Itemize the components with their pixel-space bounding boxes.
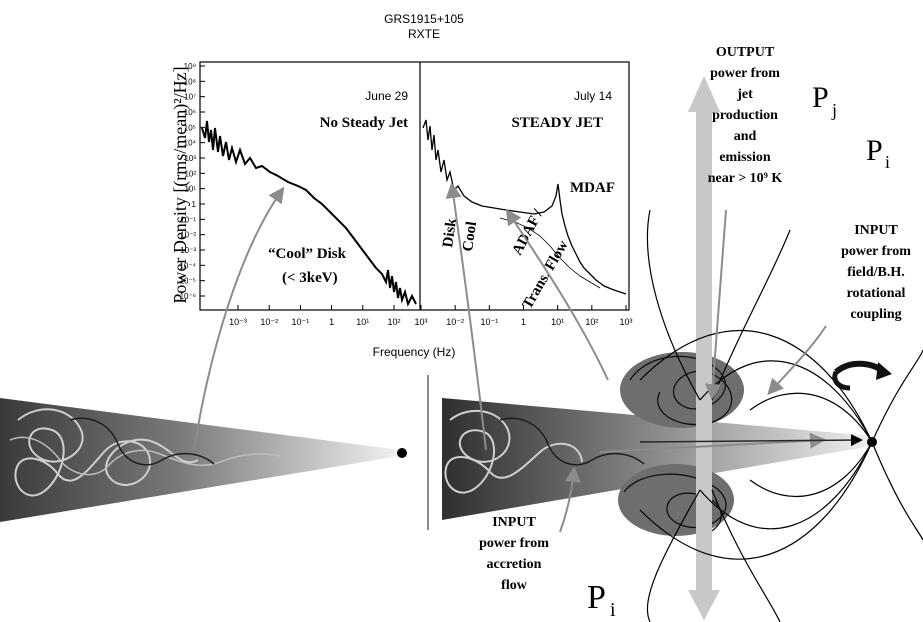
magnetic-field-lines xyxy=(639,209,923,622)
input-field-line: field/B.H. xyxy=(847,265,905,280)
left-power-spectrum-curve xyxy=(201,120,417,307)
input-accretion-line: flow xyxy=(501,578,528,593)
x-tick-label: 10⁻² xyxy=(260,317,278,327)
pi-top-symbol: P i xyxy=(866,134,890,172)
right-heading: STEADY JET xyxy=(511,115,603,131)
input-field-annotation: INPUT power from field/B.H. rotational coupl… xyxy=(841,223,911,322)
svg-text:P: P xyxy=(866,134,883,167)
input-accretion-line: accretion xyxy=(487,557,542,572)
right-black-hole xyxy=(867,437,877,447)
input-field-line: coupling xyxy=(850,307,901,322)
x-tick-label: 10³ xyxy=(619,317,632,327)
x-tick-label: 10² xyxy=(585,317,598,327)
right-power-spectrum-curve xyxy=(422,119,627,295)
x-axis-label: Frequency (Hz) xyxy=(373,345,456,359)
x-tick-label: 10⁻¹ xyxy=(292,317,310,327)
y-tick-label: 10⁹ xyxy=(184,62,196,71)
x-tick-label: 1 xyxy=(521,317,526,327)
left-black-hole xyxy=(397,448,407,458)
pi-bottom-symbol: P i xyxy=(587,579,616,621)
output-line: production xyxy=(712,108,778,123)
disk-label: Disk xyxy=(440,217,460,249)
output-line: power from xyxy=(710,66,780,81)
y-tick-label: 10⁻⁵ xyxy=(180,277,196,286)
x-tick-label: 10¹ xyxy=(356,317,369,327)
cool-label: Cool xyxy=(460,221,480,253)
input-accretion-line: INPUT xyxy=(492,515,536,530)
output-line: emission xyxy=(719,150,771,165)
x-tick-label: 10⁻³ xyxy=(229,317,247,327)
y-tick-label: 1 xyxy=(192,200,197,209)
y-tick-label: 10⁸ xyxy=(184,77,196,86)
left-heading: No Steady Jet xyxy=(320,115,408,131)
y-tick-label: 10⁻⁴ xyxy=(179,261,196,270)
y-tick-label: 10⁵ xyxy=(184,123,196,132)
right-date: July 14 xyxy=(574,89,612,103)
y-axis-label: Power Density [(rms/mean)²/Hz] xyxy=(170,66,191,303)
mdaf-label: MDAF xyxy=(570,180,615,196)
cool-disk-energy-label: (< 3keV) xyxy=(282,270,338,286)
x-tick-label: 10¹ xyxy=(551,317,564,327)
left-date: June 29 xyxy=(365,89,408,103)
x-axis-ticks-left: 10⁻³ 10⁻² 10⁻¹ 1 10¹ 10² xyxy=(229,305,401,327)
jet-arrow-up xyxy=(688,76,720,462)
right-accretion-disk xyxy=(442,398,872,520)
output-line: jet xyxy=(736,87,753,102)
svg-text:P: P xyxy=(812,81,829,114)
x-tick-label: 10³ xyxy=(414,317,427,327)
jet-arrow-down xyxy=(688,462,720,620)
y-tick-label: 10¹ xyxy=(184,185,196,194)
y-tick-label: 10⁻³ xyxy=(180,246,196,255)
output-line: near > 10⁹ K xyxy=(708,171,783,186)
output-line: OUTPUT xyxy=(716,45,775,60)
x-axis-ticks-right: 10³ 10⁻² 10⁻¹ 1 10¹ 10² 10³ xyxy=(414,305,633,327)
x-tick-label: 1 xyxy=(329,317,334,327)
figure-title: GRS1915+105 xyxy=(384,12,464,26)
y-tick-label: 10² xyxy=(184,169,196,178)
rotation-arrow-icon xyxy=(832,360,892,391)
y-tick-label: 10³ xyxy=(184,154,196,163)
input-field-line: power from xyxy=(841,244,911,259)
right-lower-curve xyxy=(499,217,601,289)
output-line: and xyxy=(734,129,757,144)
input-field-line: rotational xyxy=(847,286,906,301)
input-field-line: INPUT xyxy=(854,223,898,238)
y-tick-label: 10⁻² xyxy=(180,231,196,240)
cool-disk-label: “Cool” Disk xyxy=(268,246,347,262)
y-tick-label: 10⁶ xyxy=(184,108,196,117)
x-tick-label: 10² xyxy=(387,317,400,327)
input-accretion-annotation: INPUT power from accretion flow xyxy=(479,515,549,593)
y-tick-label: 10⁷ xyxy=(184,93,196,102)
y-tick-label: 10⁻¹ xyxy=(180,215,196,224)
svg-text:j: j xyxy=(831,100,837,120)
figure-subtitle: RXTE xyxy=(408,27,440,41)
output-annotation: OUTPUT power from jet production and emission… xyxy=(708,45,783,186)
plot-frame xyxy=(199,61,630,311)
svg-text:P: P xyxy=(587,579,606,616)
x-tick-label: 10⁻¹ xyxy=(480,317,498,327)
connector-arrows xyxy=(193,182,863,533)
y-tick-label: 10⁴ xyxy=(184,139,197,148)
left-accretion-disk xyxy=(0,398,400,522)
x-tick-label: 10⁻² xyxy=(446,317,464,327)
y-tick-label: 10⁻⁶ xyxy=(180,292,196,301)
svg-text:i: i xyxy=(610,599,616,621)
pj-symbol: P j xyxy=(812,81,837,120)
svg-text:i: i xyxy=(885,152,890,172)
y-axis-ticks: 10⁹ 10⁸ 10⁷ 10⁶ 10⁵ 10⁴ 10³ 10² 10¹ 1 10⁻¹ 10⁻² 10⁻³… xyxy=(179,62,205,301)
adaf-label: ADAF / xyxy=(509,206,547,258)
input-accretion-line: power from xyxy=(479,536,549,551)
